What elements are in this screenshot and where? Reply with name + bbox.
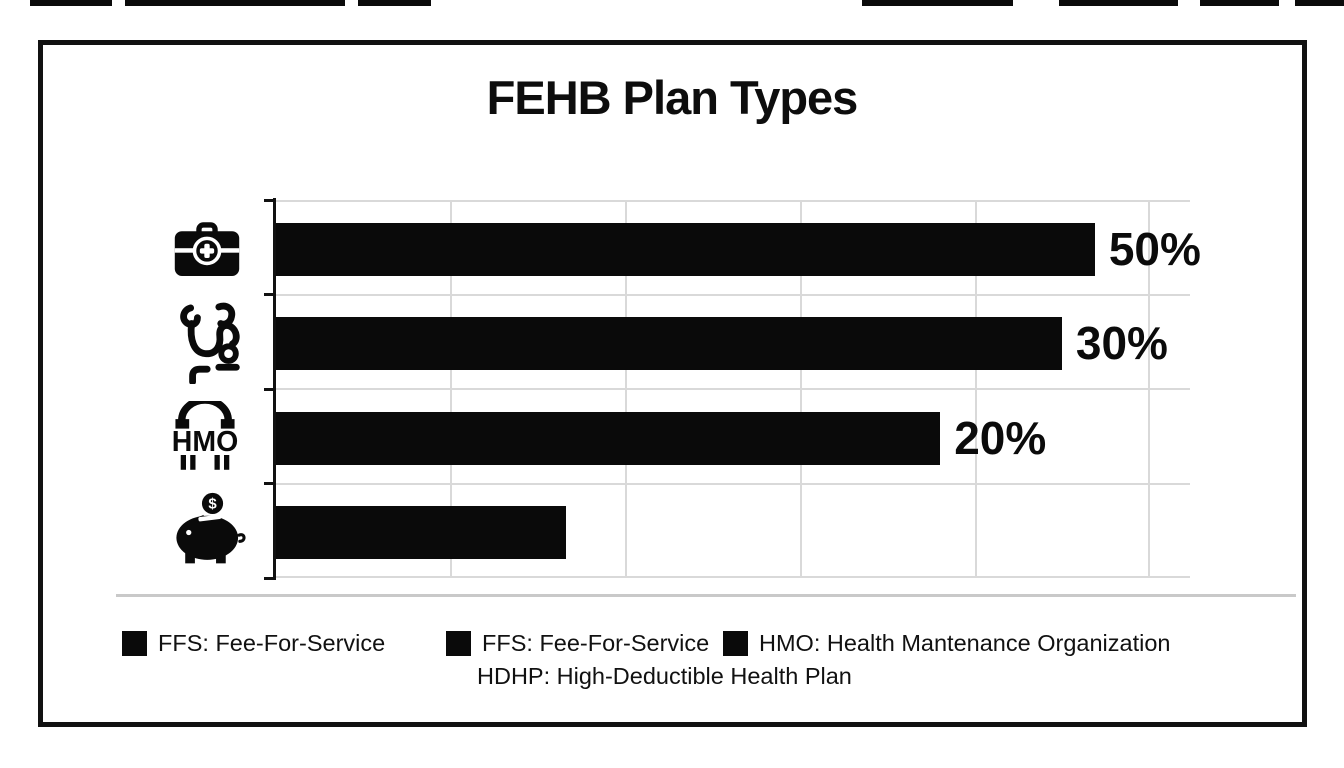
legend-square-marker xyxy=(446,631,471,656)
top-edge-artifact xyxy=(1059,0,1178,6)
top-edge-artifact xyxy=(358,0,431,6)
stethoscope-icon xyxy=(178,298,248,389)
top-edge-artifact xyxy=(30,0,112,6)
svg-text:$: $ xyxy=(208,496,217,513)
legend-extra-line-hdhp: HDHP: High-Deductible Health Plan xyxy=(477,663,852,689)
legend-separator-line xyxy=(116,594,1296,597)
bar-value-label: 30% xyxy=(1075,317,1168,369)
bar-hmo xyxy=(275,412,941,465)
bar-value-label: 20% xyxy=(954,412,1047,464)
top-edge-artifact xyxy=(862,0,1013,6)
legend-square-marker xyxy=(122,631,147,656)
chart-frame-border xyxy=(38,40,1307,727)
horizontal-gridline xyxy=(275,576,1190,578)
axis-tick xyxy=(264,482,274,485)
chart-row-ffs-2: 30% xyxy=(275,294,1190,388)
horizontal-gridline xyxy=(275,294,1190,296)
axis-tick xyxy=(264,293,274,296)
legend-square-marker xyxy=(723,631,748,656)
axis-tick xyxy=(264,388,274,391)
legend-label: HMO: Health Mantenance Organization xyxy=(759,630,1171,656)
legend-item-ffs-2: FFS: Fee-For-Service xyxy=(446,630,709,657)
chart-row-hmo: 20% xyxy=(275,389,1190,483)
bar-value-label: 50% xyxy=(1108,223,1201,275)
top-edge-artifact xyxy=(1295,0,1344,6)
piggy-bank-icon: $ xyxy=(172,492,246,571)
bar-ffs-2 xyxy=(275,317,1062,370)
top-edge-artifact xyxy=(1200,0,1279,6)
legend-label: FFS: Fee-For-Service xyxy=(158,630,386,656)
legend-item-hmo: HMO: Health Mantenance Organization xyxy=(723,630,1170,657)
medical-kit-icon xyxy=(173,222,241,283)
hmo-icon: HMO xyxy=(167,396,243,476)
horizontal-gridline xyxy=(275,483,1190,485)
legend-item-ffs-1: FFS: Fee-For-Service xyxy=(122,630,385,657)
bar-ffs-1 xyxy=(275,223,1095,276)
legend-label: FFS: Fee-For-Service xyxy=(482,630,710,656)
axis-tick xyxy=(264,577,274,580)
axis-tick xyxy=(264,199,274,202)
top-edge-artifact xyxy=(125,0,345,6)
chart-row-hdhp xyxy=(275,483,1190,577)
bar-hdhp xyxy=(275,506,566,559)
y-axis-line xyxy=(273,198,276,580)
chart-title: FEHB Plan Types xyxy=(486,71,859,124)
horizontal-gridline xyxy=(275,388,1190,390)
chart-row-ffs-1: 50% xyxy=(275,200,1201,294)
horizontal-gridline xyxy=(275,200,1190,202)
plot-area: 50% 30% 20% xyxy=(275,200,1201,578)
svg-text:HMO: HMO xyxy=(172,426,239,458)
